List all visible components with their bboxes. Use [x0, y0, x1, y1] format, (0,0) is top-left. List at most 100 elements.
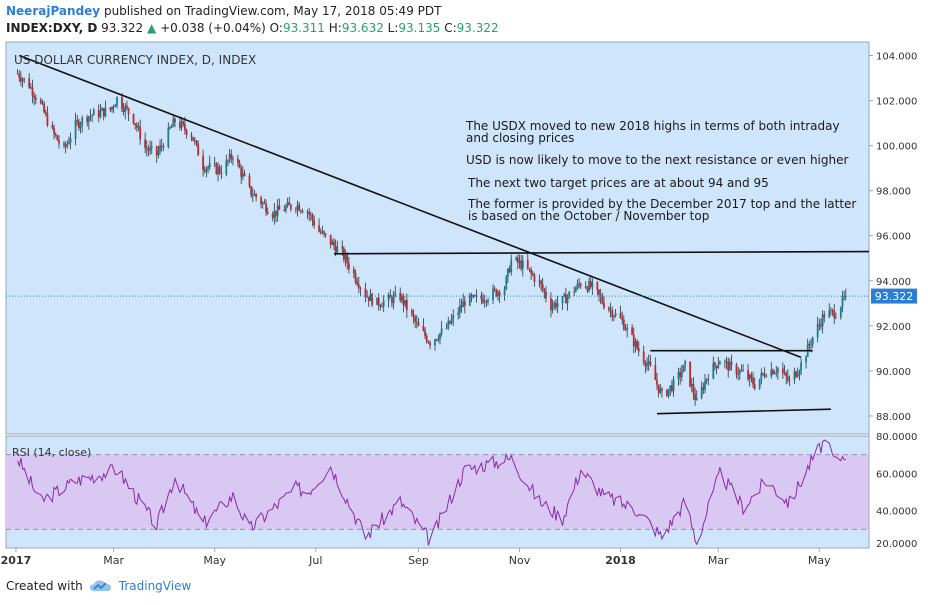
candle-body [439, 333, 441, 340]
candle-body [810, 344, 812, 346]
candle-body [541, 284, 544, 290]
candle-body [538, 280, 541, 282]
candle-body [483, 301, 486, 303]
candle-body [248, 175, 251, 187]
candle-body [820, 324, 822, 327]
candle-body [798, 371, 801, 375]
candle-body [649, 361, 652, 366]
candle-body [311, 214, 314, 221]
candle-body [230, 153, 233, 159]
candle-body [255, 194, 258, 198]
candle-body [261, 202, 264, 205]
candle-body [392, 295, 395, 304]
candle-body [147, 149, 150, 151]
last-price-tag: 93.322 [871, 288, 917, 304]
candle-body [695, 397, 698, 401]
candle-body [773, 372, 776, 375]
candle-body [39, 99, 42, 104]
candle-body [232, 158, 234, 160]
candle-body [589, 281, 592, 288]
candle-body [56, 135, 59, 141]
candle-body [81, 117, 84, 125]
candle-body [329, 234, 332, 245]
price-tick-label: 96.000 [876, 232, 911, 243]
candle-body [240, 167, 243, 177]
trendline-resistance[interactable] [333, 250, 870, 255]
candle-body [28, 78, 31, 88]
candle-body [225, 160, 228, 175]
candle-body [238, 162, 241, 168]
price-tick-label: 104.000 [876, 52, 917, 63]
candle-body [750, 375, 753, 379]
candle-body [104, 107, 107, 117]
candle-body [217, 167, 219, 174]
open-label: O: [269, 21, 283, 35]
candle-body [566, 296, 569, 304]
candle-body [135, 124, 138, 128]
candle-body [68, 142, 70, 144]
author-name[interactable]: NeerajPandey [6, 4, 101, 18]
candle-body [288, 202, 291, 205]
candle-body [437, 339, 440, 341]
last-price: 93.322 [101, 21, 144, 35]
candle-body [162, 146, 165, 148]
candle-body [91, 115, 94, 117]
candle-body [647, 361, 650, 364]
candle-body [462, 301, 465, 308]
candle-body [160, 145, 163, 147]
candle-body [290, 204, 292, 210]
candle-body [111, 106, 113, 110]
candle-body [723, 361, 726, 363]
candle-body [619, 313, 622, 319]
candle-body [788, 379, 791, 381]
candle-body [586, 287, 589, 291]
candle-body [41, 103, 44, 104]
candle-body [179, 122, 181, 128]
rsi-band [6, 454, 869, 530]
high-value: 93.632 [341, 21, 384, 35]
candle-body [260, 197, 262, 205]
candle-body [34, 97, 37, 100]
candle-body [748, 375, 751, 380]
candle-body [402, 296, 405, 306]
rsi-tick-label: 40.0000 [876, 507, 917, 518]
candle-body [707, 378, 710, 380]
candle-body [689, 361, 692, 387]
trendline-downtrend[interactable] [18, 54, 802, 359]
candle-body [299, 210, 302, 212]
candle-body [109, 107, 112, 110]
trendline-range-bottom[interactable] [656, 408, 831, 415]
candle-body [405, 300, 408, 311]
candle-body [185, 129, 188, 135]
price-tick-label: 100.000 [876, 142, 917, 153]
candle-body [834, 317, 837, 319]
candle-body [86, 117, 89, 122]
time-axis-ticks: 2017 Mar May Jul Sep Nov 2018 Mar May [1, 548, 831, 567]
candle-body [369, 294, 372, 302]
candle-body [190, 134, 193, 138]
candle-body [844, 295, 847, 297]
candle-body [364, 288, 367, 298]
candle-body [506, 268, 509, 277]
time-tick-label: Sep [408, 554, 429, 567]
candle-body [682, 365, 685, 373]
candle-body [347, 263, 350, 270]
candle-body [781, 368, 784, 374]
candle-body [58, 140, 60, 144]
candle-body [193, 140, 196, 142]
candle-body [752, 378, 754, 385]
tradingview-link[interactable]: TradingView [118, 579, 192, 593]
candle-body [63, 143, 65, 146]
candle-body [379, 305, 382, 307]
candle-body [497, 291, 499, 296]
candle-body [614, 313, 617, 316]
candle-body [276, 205, 279, 216]
candle-body [134, 123, 137, 125]
candle-body [89, 115, 92, 117]
candle-body [485, 301, 488, 303]
candle-body [821, 314, 824, 327]
candle-body [670, 385, 673, 392]
candle-body [440, 328, 443, 334]
candle-body [124, 105, 127, 112]
